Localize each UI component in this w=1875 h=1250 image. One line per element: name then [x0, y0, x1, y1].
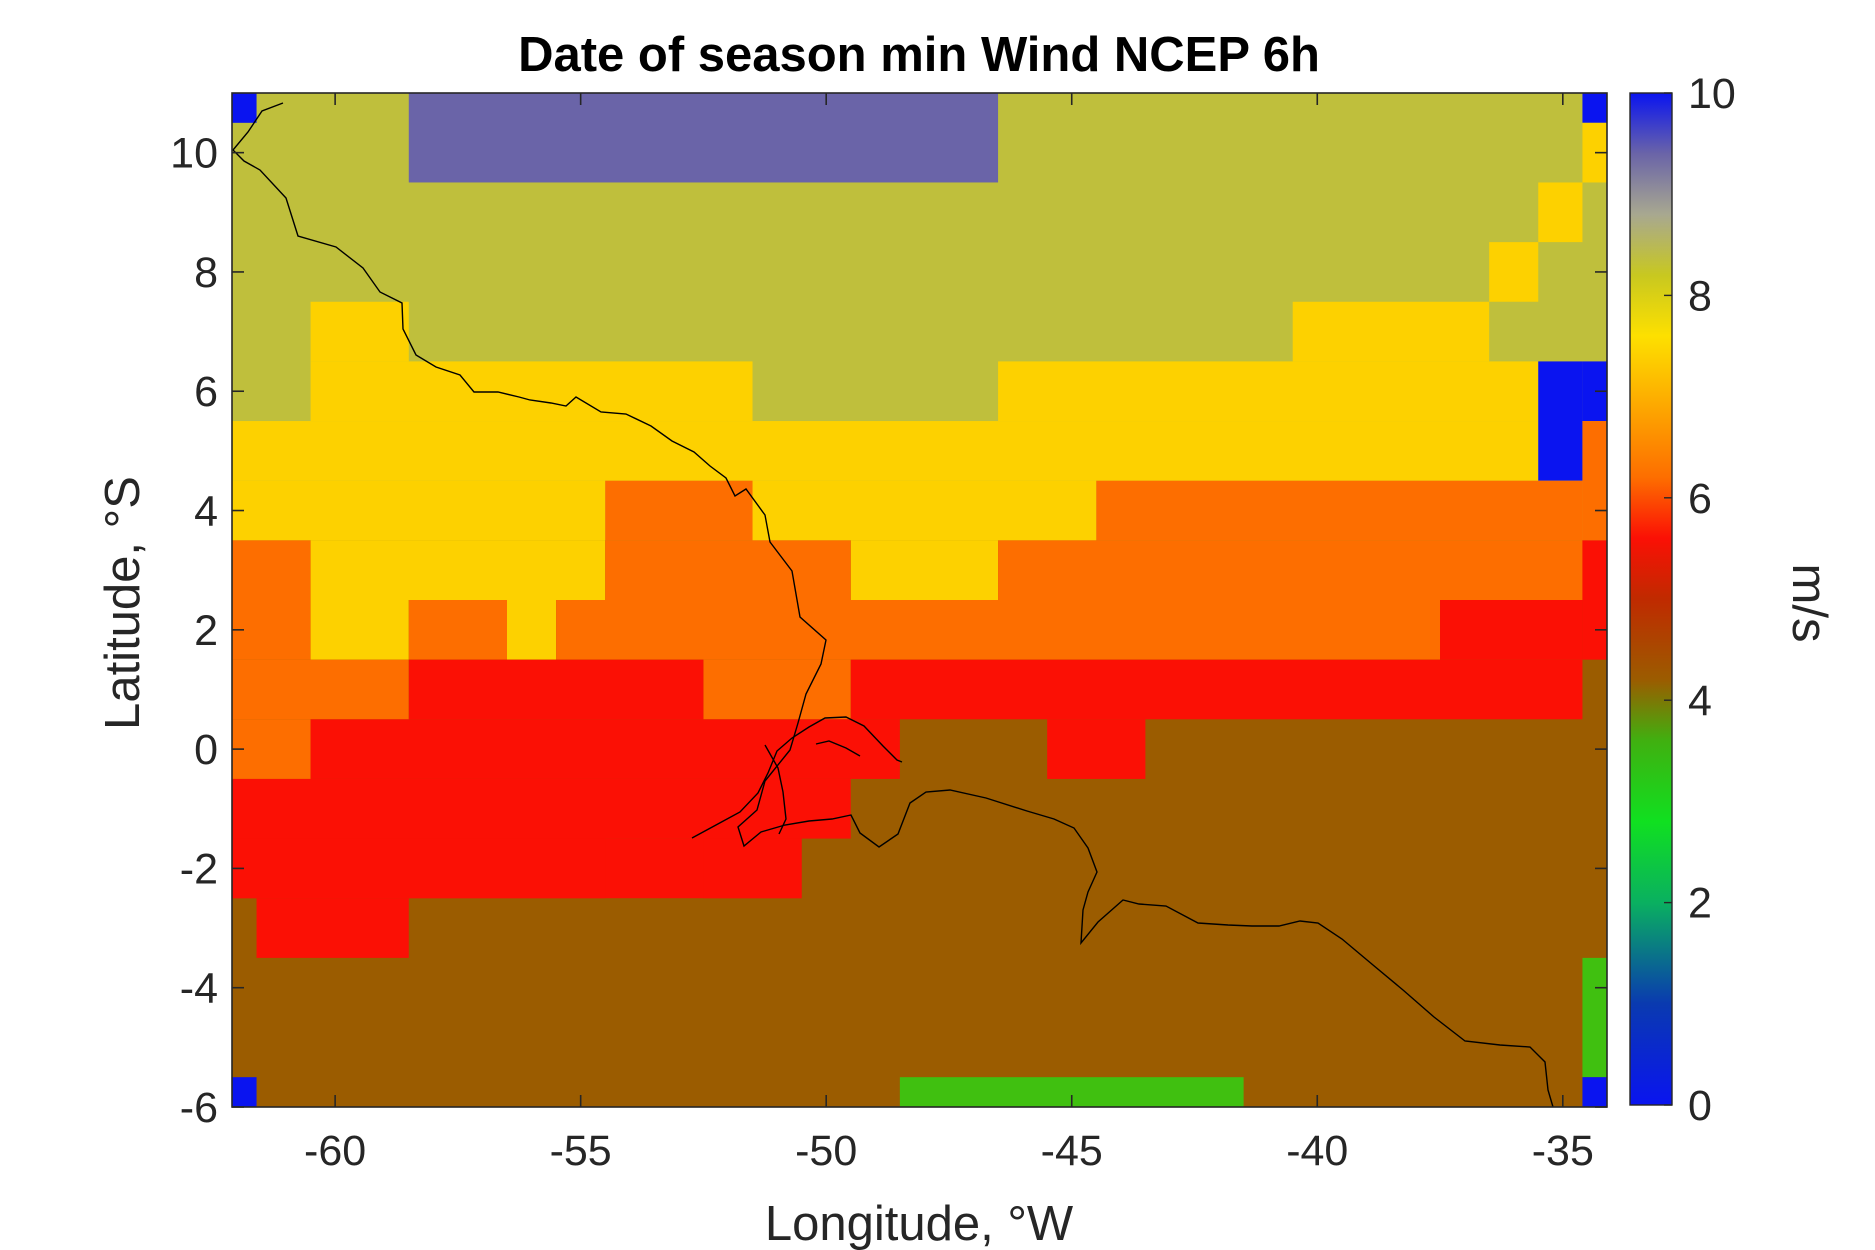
colorbar: 0 2 4 6 8 10 m/s — [1629, 70, 1836, 1130]
heatmap-cell — [850, 540, 999, 600]
heatmap-cell — [507, 600, 557, 660]
heatmap-cell — [232, 93, 257, 123]
heatmap-cell — [232, 778, 851, 839]
heatmap-cell — [1047, 719, 1146, 779]
colorbar-tick-label: 8 — [1688, 272, 1712, 320]
y-tick-label: 0 — [194, 726, 218, 774]
heatmap-cell — [1582, 957, 1607, 1078]
heatmap-cell — [998, 540, 1583, 600]
colorbar-tick-label: 0 — [1688, 1082, 1712, 1130]
chart-title: Date of season min Wind NCEP 6h — [518, 28, 1320, 82]
heatmap-cell — [408, 93, 999, 183]
colorbar-tick-label: 10 — [1688, 70, 1736, 118]
heatmap-cell — [1096, 480, 1583, 541]
heatmap-cell — [605, 540, 851, 600]
x-tick-label: -40 — [1286, 1127, 1348, 1175]
heatmap-cell — [752, 480, 1097, 541]
heatmap-cell — [232, 838, 606, 899]
heatmap-cell — [232, 480, 606, 541]
heatmap-cell — [310, 361, 753, 422]
heatmap-cell — [556, 600, 1441, 660]
colorbar-tick-label: 6 — [1688, 475, 1712, 523]
y-tick-label: -2 — [180, 845, 218, 893]
x-axis-label: Longitude, °W — [765, 1197, 1074, 1250]
heatmap-cell — [703, 659, 851, 720]
heatmap-cell — [408, 600, 507, 660]
y-tick-label: 10 — [170, 130, 218, 178]
amazon-delta-outline — [691, 716, 903, 839]
y-tick-label: 6 — [194, 368, 218, 416]
heatmap-cell — [232, 600, 311, 660]
heatmap-cell — [1582, 540, 1607, 660]
heatmap-cell — [256, 898, 409, 958]
heatmap-cell — [232, 1077, 257, 1107]
heatmap-cell — [1582, 1077, 1607, 1107]
heatmap-cell — [310, 600, 409, 660]
y-tick-label: 8 — [194, 249, 218, 297]
colorbar-tick-label: 2 — [1688, 880, 1712, 928]
x-tick-label: -60 — [304, 1127, 366, 1175]
coastline — [232, 102, 1554, 1108]
heatmap-cell — [1582, 421, 1607, 541]
x-tick-label: -45 — [1041, 1127, 1103, 1175]
heatmap-cell — [232, 719, 311, 779]
y-tick-label: -4 — [180, 965, 218, 1013]
heatmap-cells — [232, 93, 1607, 1107]
colorbar-label: m/s — [1782, 564, 1836, 643]
heatmap-cell — [1440, 600, 1583, 660]
heatmap-cell — [703, 838, 802, 899]
x-tick-label: -35 — [1532, 1127, 1594, 1175]
y-tick-label: 4 — [194, 488, 218, 536]
heatmap-cell — [998, 361, 1539, 422]
heatmap-cell — [408, 659, 704, 720]
x-tick-label: -55 — [550, 1127, 612, 1175]
colorbar-gradient — [1629, 92, 1673, 1106]
heatmap-cell — [850, 659, 1583, 720]
plot-area-frame — [231, 92, 1608, 1108]
y-tick-label: 2 — [194, 607, 218, 655]
x-axis: -60 -55 -50 -45 -40 -35 — [304, 93, 1594, 1175]
colorbar-tick-label: 4 — [1688, 677, 1712, 725]
heatmap-cell — [232, 421, 1539, 481]
heatmap-cell — [1582, 93, 1607, 123]
heatmap-cell — [310, 301, 409, 362]
heatmap-cell — [232, 540, 311, 600]
heatmap-cell — [1538, 361, 1583, 481]
heatmap-cell — [310, 719, 900, 779]
heatmap-cell — [605, 480, 753, 541]
heatmap-cell — [232, 659, 409, 720]
heatmap-cell — [1489, 242, 1539, 302]
x-tick-label: -50 — [795, 1127, 857, 1175]
y-tick-label: -6 — [180, 1084, 218, 1132]
colorbar-ticks: 0 2 4 6 8 10 — [1664, 70, 1736, 1130]
y-axis-label: Latitude, °S — [96, 476, 150, 730]
heatmap-cell — [310, 540, 606, 600]
heatmap-cell — [1538, 182, 1583, 243]
y-axis: -6 -4 -2 0 2 4 6 8 10 — [170, 130, 1607, 1132]
heatmap-cell — [1292, 301, 1490, 362]
